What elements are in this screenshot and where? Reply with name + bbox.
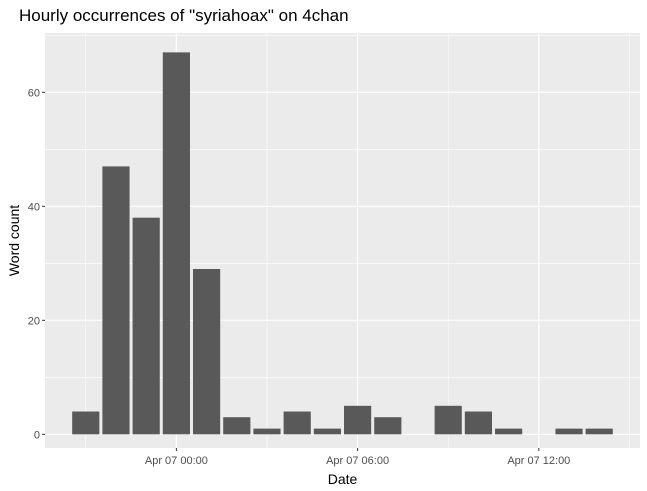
bar xyxy=(223,417,251,435)
x-tick-label: Apr 07 06:00 xyxy=(326,455,389,467)
bar xyxy=(162,52,190,435)
y-tick-label: 60 xyxy=(28,87,40,99)
bar xyxy=(434,405,462,435)
bar xyxy=(555,428,583,435)
bar xyxy=(192,269,221,435)
x-tick-label: Apr 07 00:00 xyxy=(145,455,208,467)
bar xyxy=(344,405,372,435)
bar xyxy=(374,417,402,435)
y-tick-label: 40 xyxy=(28,201,40,213)
bar xyxy=(132,217,160,435)
bars xyxy=(72,52,613,435)
bar xyxy=(283,411,311,435)
chart-title: Hourly occurrences of "syriahoax" on 4ch… xyxy=(19,6,349,25)
y-axis-title: Word count xyxy=(6,205,22,276)
bar xyxy=(102,166,130,435)
axes: 0 20 40 60 Apr 07 00:00 Apr 07 06:00 Apr 07 12… xyxy=(28,87,571,467)
bar xyxy=(464,411,493,435)
y-tick-label: 20 xyxy=(28,315,40,327)
y-tick-label: 0 xyxy=(34,429,40,441)
x-tick-label: Apr 07 12:00 xyxy=(507,455,570,467)
bar xyxy=(72,411,100,435)
bar xyxy=(313,428,341,435)
bar xyxy=(495,428,523,435)
bar xyxy=(585,428,613,435)
x-axis-title: Date xyxy=(328,471,358,487)
bar xyxy=(253,428,281,435)
